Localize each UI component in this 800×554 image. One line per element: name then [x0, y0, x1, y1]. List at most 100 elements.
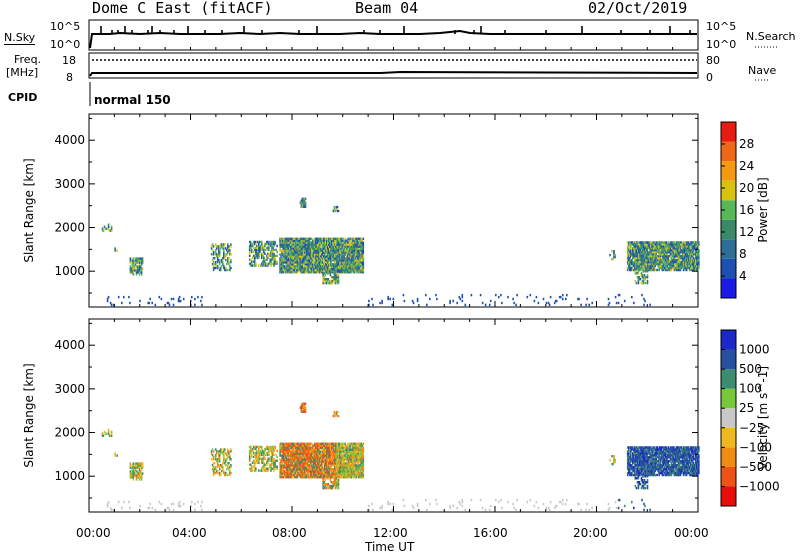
heatmap-cell	[329, 456, 331, 459]
heatmap-cell	[107, 295, 110, 299]
heatmap-cell	[330, 464, 332, 467]
heatmap-cell	[294, 243, 297, 246]
heatmap-cell	[661, 259, 664, 262]
heatmap-cell	[261, 461, 263, 464]
heatmap-cell	[216, 253, 219, 256]
heatmap-cell	[630, 456, 632, 459]
heatmap-cell	[313, 269, 316, 272]
heatmap-cell	[266, 447, 268, 451]
heatmap-cell	[677, 266, 680, 270]
heatmap-cell	[657, 249, 659, 252]
heatmap-cell	[332, 249, 334, 252]
heatmap-cell	[315, 245, 318, 248]
heatmap-cell	[289, 259, 292, 262]
heatmap-cell	[294, 472, 297, 475]
heatmap-cell	[257, 240, 259, 244]
heatmap-cell	[697, 259, 699, 262]
heatmap-cell	[255, 467, 257, 470]
heatmap-cell	[334, 261, 336, 264]
heatmap-cell	[340, 261, 342, 264]
heatmap-cell	[312, 454, 315, 457]
heatmap-cell	[347, 257, 349, 260]
heatmap-cell	[260, 469, 262, 472]
heatmap-cell	[300, 251, 303, 254]
heatmap-cell	[314, 245, 317, 248]
heatmap-cell	[669, 247, 672, 250]
heatmap-cell	[339, 241, 341, 244]
heatmap-cell	[335, 481, 338, 484]
heatmap-cell	[281, 243, 283, 246]
heatmap-cell	[302, 410, 305, 413]
heatmap-cell	[287, 466, 289, 469]
heatmap-cell	[326, 483, 329, 486]
heatmap-cell	[261, 248, 263, 252]
heatmap-cell	[311, 450, 314, 453]
heatmap-cell	[332, 450, 334, 453]
heatmap-cell	[292, 452, 295, 455]
heatmap-cell	[654, 251, 656, 254]
heatmap-cell	[341, 241, 343, 244]
heatmap-cell	[350, 476, 352, 479]
heatmap-cell	[351, 442, 353, 445]
heatmap-cell	[294, 462, 297, 465]
heatmap-cell	[668, 268, 671, 272]
heatmap-cell	[670, 253, 673, 256]
heatmap-cell	[137, 271, 140, 274]
heatmap-cell	[357, 267, 360, 270]
heatmap-cell	[678, 251, 681, 254]
heatmap-cell	[679, 262, 682, 266]
heatmap-cell	[292, 450, 295, 453]
heatmap-cell	[687, 249, 690, 252]
heatmap-cell	[292, 269, 295, 272]
heatmap-cell	[273, 240, 275, 244]
heatmap-cell	[282, 241, 284, 244]
heatmap-cell	[310, 446, 313, 449]
heatmap-cell	[329, 243, 331, 246]
heatmap-cell	[295, 458, 298, 461]
heatmap-cell	[252, 445, 255, 449]
heatmap-cell	[347, 263, 349, 266]
heatmap-cell	[674, 266, 677, 270]
heatmap-cell	[629, 446, 631, 449]
heatmap-cell	[289, 452, 292, 455]
heatmap-cell	[315, 251, 318, 254]
heatmap-cell	[687, 259, 690, 262]
heatmap-cell	[290, 446, 293, 449]
heatmap-cell	[323, 481, 326, 484]
heatmap-cell	[341, 470, 343, 473]
heatmap-cell	[356, 456, 359, 459]
heatmap-cell	[677, 243, 680, 246]
heatmap-cell	[250, 262, 253, 265]
heatmap-cell	[248, 258, 251, 261]
heatmap-cell	[261, 254, 263, 257]
heatmap-cell	[358, 261, 361, 264]
heatmap-cell	[322, 483, 324, 486]
heatmap-cell	[282, 450, 284, 453]
heatmap-cell	[259, 455, 261, 459]
heatmap-cell	[317, 243, 320, 246]
heatmap-cell	[341, 450, 343, 453]
heatmap-cell	[299, 462, 302, 465]
heatmap-cell	[227, 257, 229, 260]
heatmap-cell	[106, 299, 109, 303]
heatmap-cell	[328, 456, 330, 459]
heatmap-cell	[333, 410, 336, 414]
heatmap-cell	[224, 243, 226, 246]
heatmap-cell	[698, 253, 700, 256]
heatmap-cell	[330, 486, 333, 490]
heatmap-cell	[296, 271, 299, 274]
heatmap-cell	[268, 451, 270, 455]
heatmap-cell	[663, 257, 666, 260]
heatmap-cell	[371, 297, 373, 301]
heatmap-cell	[224, 473, 226, 477]
heatmap-cell	[332, 470, 334, 473]
heatmap-cell	[343, 245, 345, 248]
heatmap-cell	[306, 446, 309, 449]
heatmap-cell	[298, 265, 301, 268]
heatmap-cell	[636, 272, 639, 275]
heatmap-cell	[325, 243, 327, 246]
heatmap-cell	[227, 464, 229, 467]
heatmap-cell	[635, 245, 637, 248]
heatmap-cell	[273, 447, 275, 451]
heatmap-cell	[335, 278, 338, 281]
